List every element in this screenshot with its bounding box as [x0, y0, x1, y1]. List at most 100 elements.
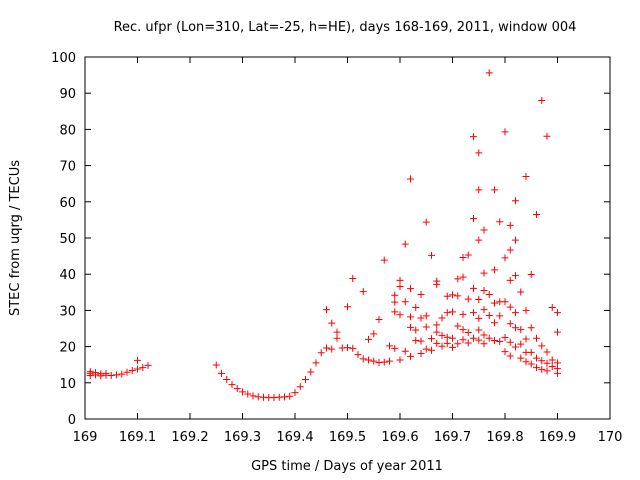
data-point [527, 360, 535, 368]
data-point [475, 326, 483, 334]
data-point [522, 358, 530, 366]
data-point [449, 334, 456, 342]
y-tick-label: 90 [59, 87, 76, 102]
data-point [407, 175, 414, 183]
data-point [391, 344, 399, 352]
data-point [123, 368, 131, 376]
data-point [527, 324, 535, 332]
x-tick-label: 169.1 [119, 430, 156, 445]
data-point [491, 266, 498, 274]
data-point [281, 393, 288, 401]
data-point [386, 357, 393, 365]
data-point [422, 218, 430, 226]
y-tick-label: 100 [51, 51, 76, 66]
data-point [464, 339, 472, 347]
data-point [475, 296, 483, 304]
data-point [517, 340, 525, 348]
data-point [470, 309, 477, 317]
data-point [375, 315, 383, 323]
data-point [396, 283, 404, 291]
data-point [464, 328, 472, 336]
data-point [480, 340, 488, 348]
y-tick-label: 60 [59, 196, 76, 211]
y-axis: 0 10 20 30 40 50 60 70 80 90 100 [51, 51, 610, 428]
data-point [312, 359, 320, 367]
x-tick-label: 169.8 [486, 430, 523, 445]
data-point [470, 214, 477, 222]
data-point [475, 149, 483, 157]
data-point [86, 368, 94, 376]
data-point [344, 303, 351, 311]
x-tick-label: 169.9 [539, 430, 576, 445]
data-point [501, 254, 509, 262]
data-point [454, 340, 462, 348]
data-point [517, 288, 525, 296]
data-point [422, 345, 430, 353]
data-point [291, 389, 299, 397]
y-tick-label: 10 [59, 377, 76, 392]
data-point [239, 388, 246, 396]
data-point [296, 383, 304, 391]
data-point [527, 348, 535, 356]
data-point [401, 240, 409, 248]
data-point [485, 69, 493, 77]
y-axis-label: STEC from uqrg / TECUs [8, 160, 23, 316]
data-point [512, 343, 519, 351]
data-point [433, 280, 441, 288]
data-point [443, 292, 451, 300]
data-point [128, 366, 136, 374]
x-tick-label: 169.3 [224, 430, 261, 445]
x-tick-label: 169.2 [171, 430, 208, 445]
data-point [443, 309, 451, 317]
data-point [491, 299, 498, 307]
data-point [543, 132, 551, 140]
data-point [113, 371, 120, 379]
data-point [454, 275, 462, 283]
data-point [344, 344, 351, 352]
chart-title: Rec. ufpr (Lon=310, Lat=-25, h=HE), days… [114, 20, 577, 35]
data-point [533, 364, 540, 372]
data-point [543, 348, 551, 356]
data-point [359, 355, 367, 363]
data-point [496, 218, 504, 226]
data-point [475, 336, 483, 344]
data-point [464, 251, 472, 259]
data-point [422, 323, 430, 331]
data-point [422, 312, 430, 320]
data-point [349, 344, 357, 352]
data-point [365, 335, 372, 343]
y-tick-label: 40 [59, 268, 76, 283]
data-point [359, 288, 367, 296]
data-point [118, 370, 126, 378]
data-point [417, 314, 425, 322]
data-point [538, 96, 546, 104]
data-point [512, 324, 519, 332]
data-point [328, 319, 336, 327]
data-point [485, 311, 493, 319]
data-point [506, 246, 514, 254]
data-point [417, 290, 425, 298]
data-point [480, 331, 488, 339]
data-point [554, 369, 561, 377]
data-point [485, 334, 493, 342]
data-point [533, 210, 540, 218]
data-point [475, 236, 483, 244]
data-point [538, 357, 546, 365]
data-point [464, 295, 472, 303]
data-point [407, 323, 414, 331]
data-point [459, 254, 467, 262]
data-point [459, 336, 467, 344]
data-point [349, 275, 357, 283]
data-point [491, 186, 498, 194]
data-point [522, 306, 530, 314]
data-point [475, 314, 483, 322]
data-point [244, 390, 252, 398]
data-point [517, 354, 525, 362]
y-tick-label: 0 [68, 413, 76, 428]
data-point [496, 312, 504, 320]
data-point [491, 319, 498, 327]
data-point [380, 358, 388, 366]
data-point [386, 342, 393, 350]
data-point [428, 335, 435, 343]
